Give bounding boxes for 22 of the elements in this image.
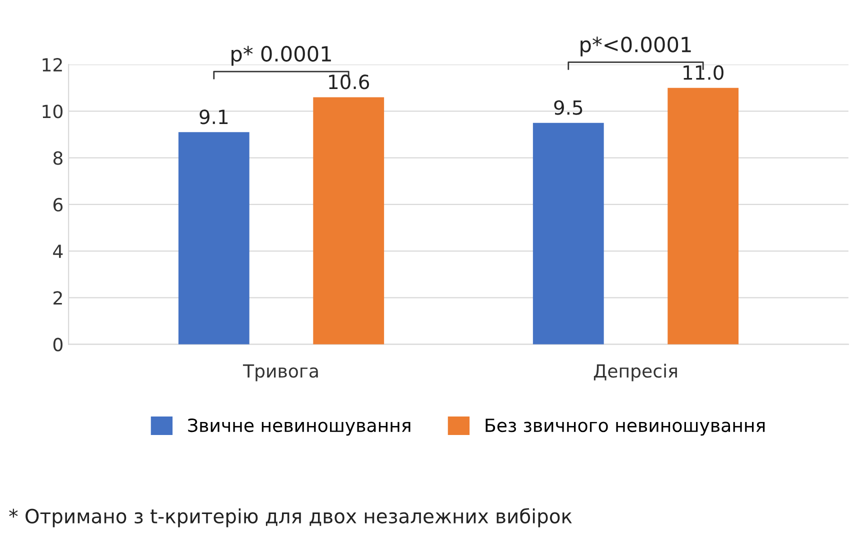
y-tick-label: 6	[53, 198, 63, 212]
data-label: 9.5	[554, 100, 582, 115]
y-tick-label: 8	[53, 151, 62, 165]
data-label: 10.6	[329, 74, 370, 90]
y-tick-label: 0	[53, 338, 62, 352]
text: p*<0.0001	[580, 36, 691, 56]
y-tick-label: 10	[42, 104, 62, 118]
x-tick-label: Депресія	[594, 364, 677, 382]
bar	[313, 97, 384, 344]
annotation: p* 0.0001	[232, 46, 331, 66]
text: * Отримано з t-критерію для двох незалежних вибірок	[9, 508, 572, 528]
x-tick-label: Тривога	[242, 364, 318, 382]
bar	[532, 122, 604, 344]
legend-label: Звичне невиношування	[188, 418, 410, 436]
data-label: 9.1	[200, 110, 228, 124]
y-tick-label: 12	[42, 58, 62, 72]
legend-label: Без звичного невиношування	[486, 418, 765, 436]
bar	[178, 132, 250, 344]
y-tick-label: 2	[54, 291, 62, 305]
data-label: 11.0	[684, 65, 724, 80]
bar	[668, 88, 739, 344]
y-tick-label: 4	[53, 244, 63, 258]
